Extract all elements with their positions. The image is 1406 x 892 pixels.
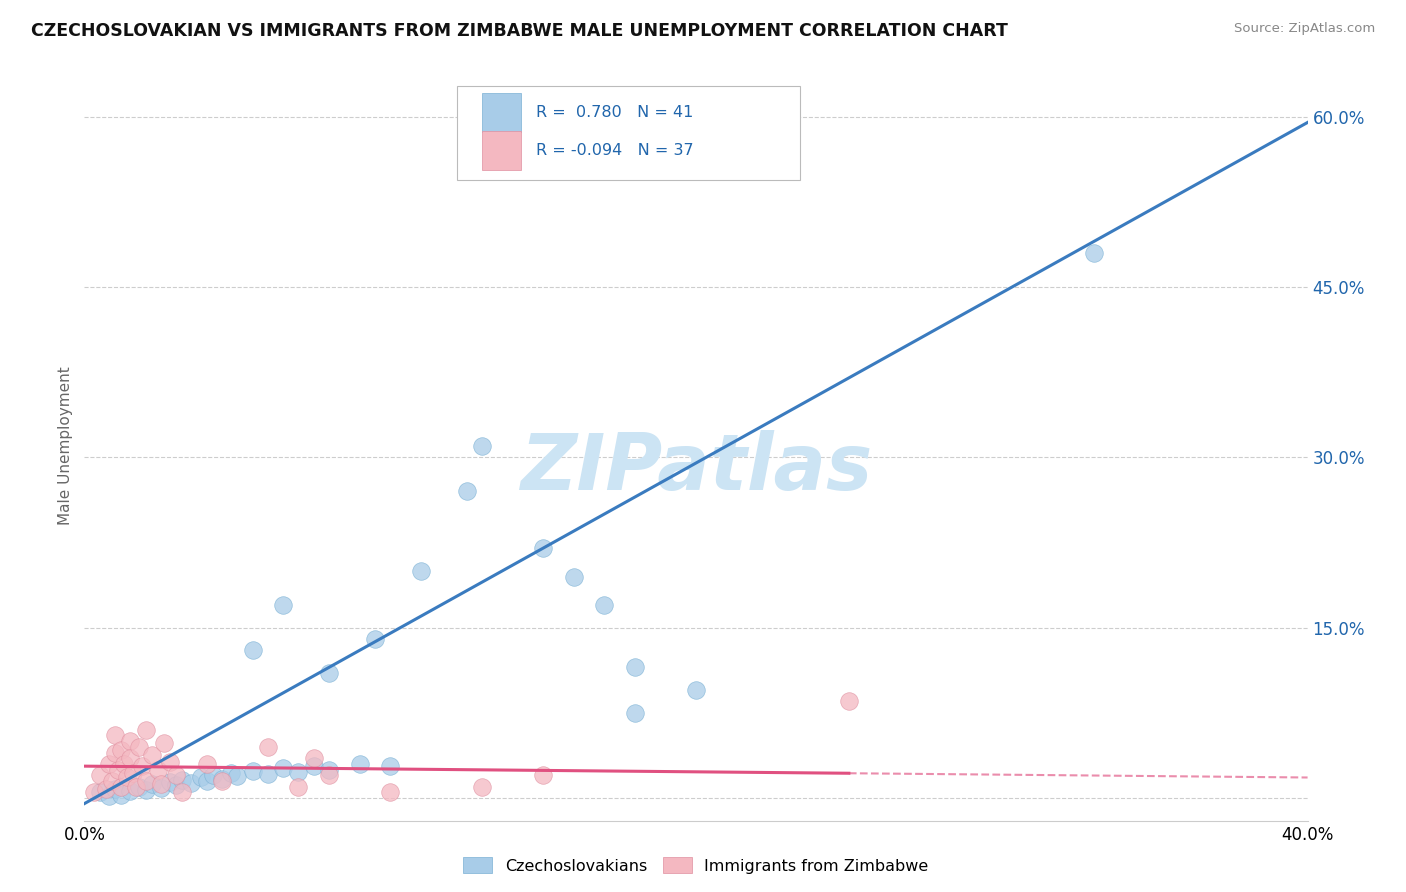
Point <box>110 780 132 794</box>
Point <box>471 439 494 453</box>
Point <box>593 598 616 612</box>
Y-axis label: Male Unemployment: Male Unemployment <box>58 367 73 525</box>
Text: ZIPatlas: ZIPatlas <box>520 431 872 507</box>
Point <box>135 783 157 797</box>
Point <box>190 771 212 785</box>
Point <box>97 789 120 803</box>
Point <box>531 541 554 556</box>
Point <box>115 771 138 785</box>
Point <box>409 564 432 578</box>
Point <box>242 643 264 657</box>
Point <box>318 763 340 777</box>
Point <box>165 779 187 793</box>
Point <box>149 777 172 791</box>
Point <box>531 768 554 782</box>
Point <box>89 768 111 782</box>
Legend: Czechoslovakians, Immigrants from Zimbabwe: Czechoslovakians, Immigrants from Zimbab… <box>457 851 935 880</box>
Point <box>141 777 163 791</box>
Point <box>125 780 148 794</box>
Point <box>380 785 402 799</box>
Point <box>110 743 132 757</box>
Point <box>120 784 142 798</box>
Point <box>159 775 181 789</box>
Point <box>624 706 647 720</box>
Point <box>471 780 494 794</box>
Point <box>97 756 120 771</box>
Point <box>364 632 387 646</box>
Point <box>271 761 294 775</box>
Point <box>165 768 187 782</box>
Point <box>104 781 127 796</box>
Point <box>201 768 224 782</box>
Point <box>318 666 340 681</box>
Point <box>624 660 647 674</box>
Point <box>302 759 325 773</box>
Point <box>104 729 127 743</box>
Point <box>349 756 371 771</box>
Point <box>318 768 340 782</box>
FancyBboxPatch shape <box>457 87 800 180</box>
Point <box>101 773 124 788</box>
Point <box>159 755 181 769</box>
Point <box>120 734 142 748</box>
Point <box>562 569 585 583</box>
Point <box>172 785 194 799</box>
Point <box>83 785 105 799</box>
Point <box>128 780 150 794</box>
Point <box>302 751 325 765</box>
Point <box>149 780 172 795</box>
Point <box>89 785 111 799</box>
Point <box>838 694 860 708</box>
Point <box>1083 246 1105 260</box>
Point <box>287 764 309 779</box>
Point <box>287 780 309 794</box>
Point <box>107 763 129 777</box>
Point <box>135 723 157 737</box>
Point <box>94 781 117 796</box>
Bar <box>482 93 522 132</box>
Point <box>257 739 280 754</box>
Point <box>112 756 135 771</box>
Point <box>104 746 127 760</box>
Point <box>271 598 294 612</box>
Point <box>135 773 157 788</box>
Point <box>141 747 163 762</box>
Point <box>180 776 202 790</box>
Point <box>195 756 218 771</box>
Point <box>195 773 218 788</box>
Point <box>380 759 402 773</box>
Point <box>128 739 150 754</box>
Point <box>120 751 142 765</box>
Point <box>219 766 242 780</box>
Point <box>146 763 169 777</box>
Text: R =  0.780   N = 41: R = 0.780 N = 41 <box>536 105 693 120</box>
Point <box>172 772 194 787</box>
Text: CZECHOSLOVAKIAN VS IMMIGRANTS FROM ZIMBABWE MALE UNEMPLOYMENT CORRELATION CHART: CZECHOSLOVAKIAN VS IMMIGRANTS FROM ZIMBA… <box>31 22 1008 40</box>
Point <box>226 769 249 783</box>
Point <box>122 766 145 780</box>
Point <box>456 484 478 499</box>
Point <box>110 788 132 802</box>
Bar <box>482 130 522 169</box>
Point <box>685 683 707 698</box>
Point <box>153 736 176 750</box>
Point <box>131 759 153 773</box>
Text: R = -0.094   N = 37: R = -0.094 N = 37 <box>536 143 693 158</box>
Point <box>211 772 233 786</box>
Point <box>257 767 280 781</box>
Text: Source: ZipAtlas.com: Source: ZipAtlas.com <box>1234 22 1375 36</box>
Point <box>242 764 264 778</box>
Point <box>211 773 233 788</box>
